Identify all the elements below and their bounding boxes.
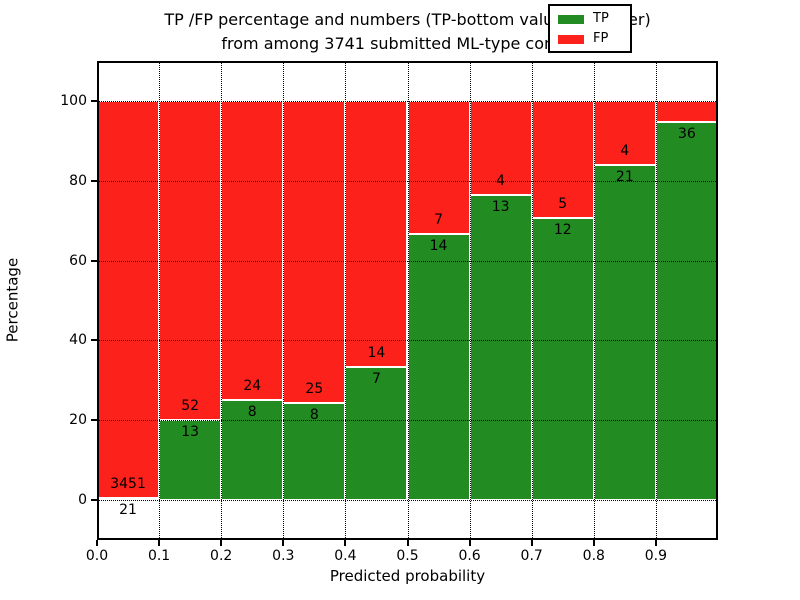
bar-label-tp: 36 [678,125,696,142]
x-tick-label: 0.4 [334,548,357,564]
x-tick-label: 0.0 [85,548,109,564]
bar-label-fp: 3451 [110,475,146,492]
y-tick-mark [91,339,97,342]
gridline-vertical [221,61,223,540]
x-tick-mark [220,540,223,546]
y-tick-label: 80 [69,172,87,189]
bar-label-fp: 4 [620,142,630,159]
bar-segment-fp [97,100,160,498]
bar-segment-fp [531,100,594,219]
y-tick-mark [91,259,97,262]
bar-segment-tp [655,121,718,501]
bar-label-tp: 21 [615,168,634,185]
bar-segment-fp [159,100,222,421]
bar-label-fp: 5 [558,196,568,213]
x-tick-mark [158,540,161,546]
x-tick-mark [282,540,285,546]
gridline-vertical [283,61,285,540]
y-tick-label: 0 [78,492,87,509]
bar-label-tp: 8 [309,407,319,424]
gridline-vertical [407,61,409,540]
bar-segment-fp [345,100,408,368]
gridline-vertical [469,61,471,540]
x-tick-label: 0.8 [582,548,605,564]
bar-label-fp: 25 [305,381,324,398]
bar-segment-fp [407,100,470,234]
bar-label-tp: 12 [553,222,572,239]
x-axis-label: Predicted probability [329,567,486,585]
bar-label-fp: 24 [243,378,262,395]
y-tick-mark [91,419,97,422]
x-tick-label: 0.1 [147,548,171,564]
legend-label-fp: FP [593,31,609,46]
legend-swatch-tp [558,14,584,24]
x-tick-label: 0.9 [644,548,668,564]
bar-label-tp: 13 [181,424,200,441]
chart-title-line1: TP /FP percentage and numbers (TP-bottom… [164,10,651,29]
legend-item-tp: TP [558,12,622,26]
bar-label-tp: 7 [371,371,381,388]
plot-area: 3451 21 52 13 24 8 25 8 14 7 7 14 4 13 5 12 4 21 36 [97,61,718,540]
bar-label-tp: 21 [119,501,137,518]
bar-segment-tp [345,367,408,501]
legend-label-tp: TP [593,11,609,26]
x-tick-mark [344,540,347,546]
bar-segment-fp [593,100,656,165]
y-tick-mark [91,99,97,102]
bar-label-tp: 13 [491,198,510,215]
y-axis-label: Percentage [3,257,22,343]
bar-segment-fp [283,100,346,404]
chart-title: TP /FP percentage and numbers (TP-bottom… [97,8,718,56]
x-tick-mark [592,540,595,546]
gridline-vertical [345,61,347,540]
y-tick-label: 40 [69,332,87,349]
x-tick-mark [406,540,409,546]
x-tick-label: 0.3 [272,548,295,564]
x-tick-mark [96,540,98,546]
gridline-vertical [159,61,161,540]
y-tick-mark [91,179,97,182]
gridline-vertical [655,61,657,540]
bar-segment-fp [655,100,718,122]
bar-segment-tp [407,233,470,501]
bar-segment-tp [283,403,346,501]
x-tick-mark [654,540,657,546]
y-tick-label: 60 [69,252,87,269]
gridline-vertical [593,61,595,540]
bar-label-fp: 7 [434,211,443,228]
chart-title-line2: from among 3741 submitted ML-type contac… [221,34,594,53]
gridline-vertical [531,61,533,540]
x-tick-mark [468,540,471,546]
x-tick-label: 0.2 [210,548,233,564]
bar-segment-tp [531,218,594,501]
y-tick-mark [91,499,97,502]
bar-label-fp: 52 [181,398,200,415]
x-tick-mark [530,540,533,546]
bar-label-fp: 14 [367,345,386,362]
bar-segment-tp [593,164,656,501]
bar-label-fp: 4 [496,172,506,189]
bar-label-tp: 14 [429,237,448,254]
bar-segment-fp [221,100,284,401]
y-tick-label: 20 [69,412,87,429]
legend-swatch-fp [558,34,584,44]
bar-segment-fp [469,100,532,195]
x-tick-label: 0.5 [396,548,419,564]
bar-segment-tp [469,194,532,501]
bar-segment-tp [221,400,284,501]
legend: TP FP [548,4,632,53]
x-tick-label: 0.6 [458,548,481,564]
bar-label-tp: 8 [247,404,257,421]
legend-item-fp: FP [558,32,622,46]
y-tick-label: 100 [60,92,87,109]
x-tick-label: 0.7 [520,548,543,564]
